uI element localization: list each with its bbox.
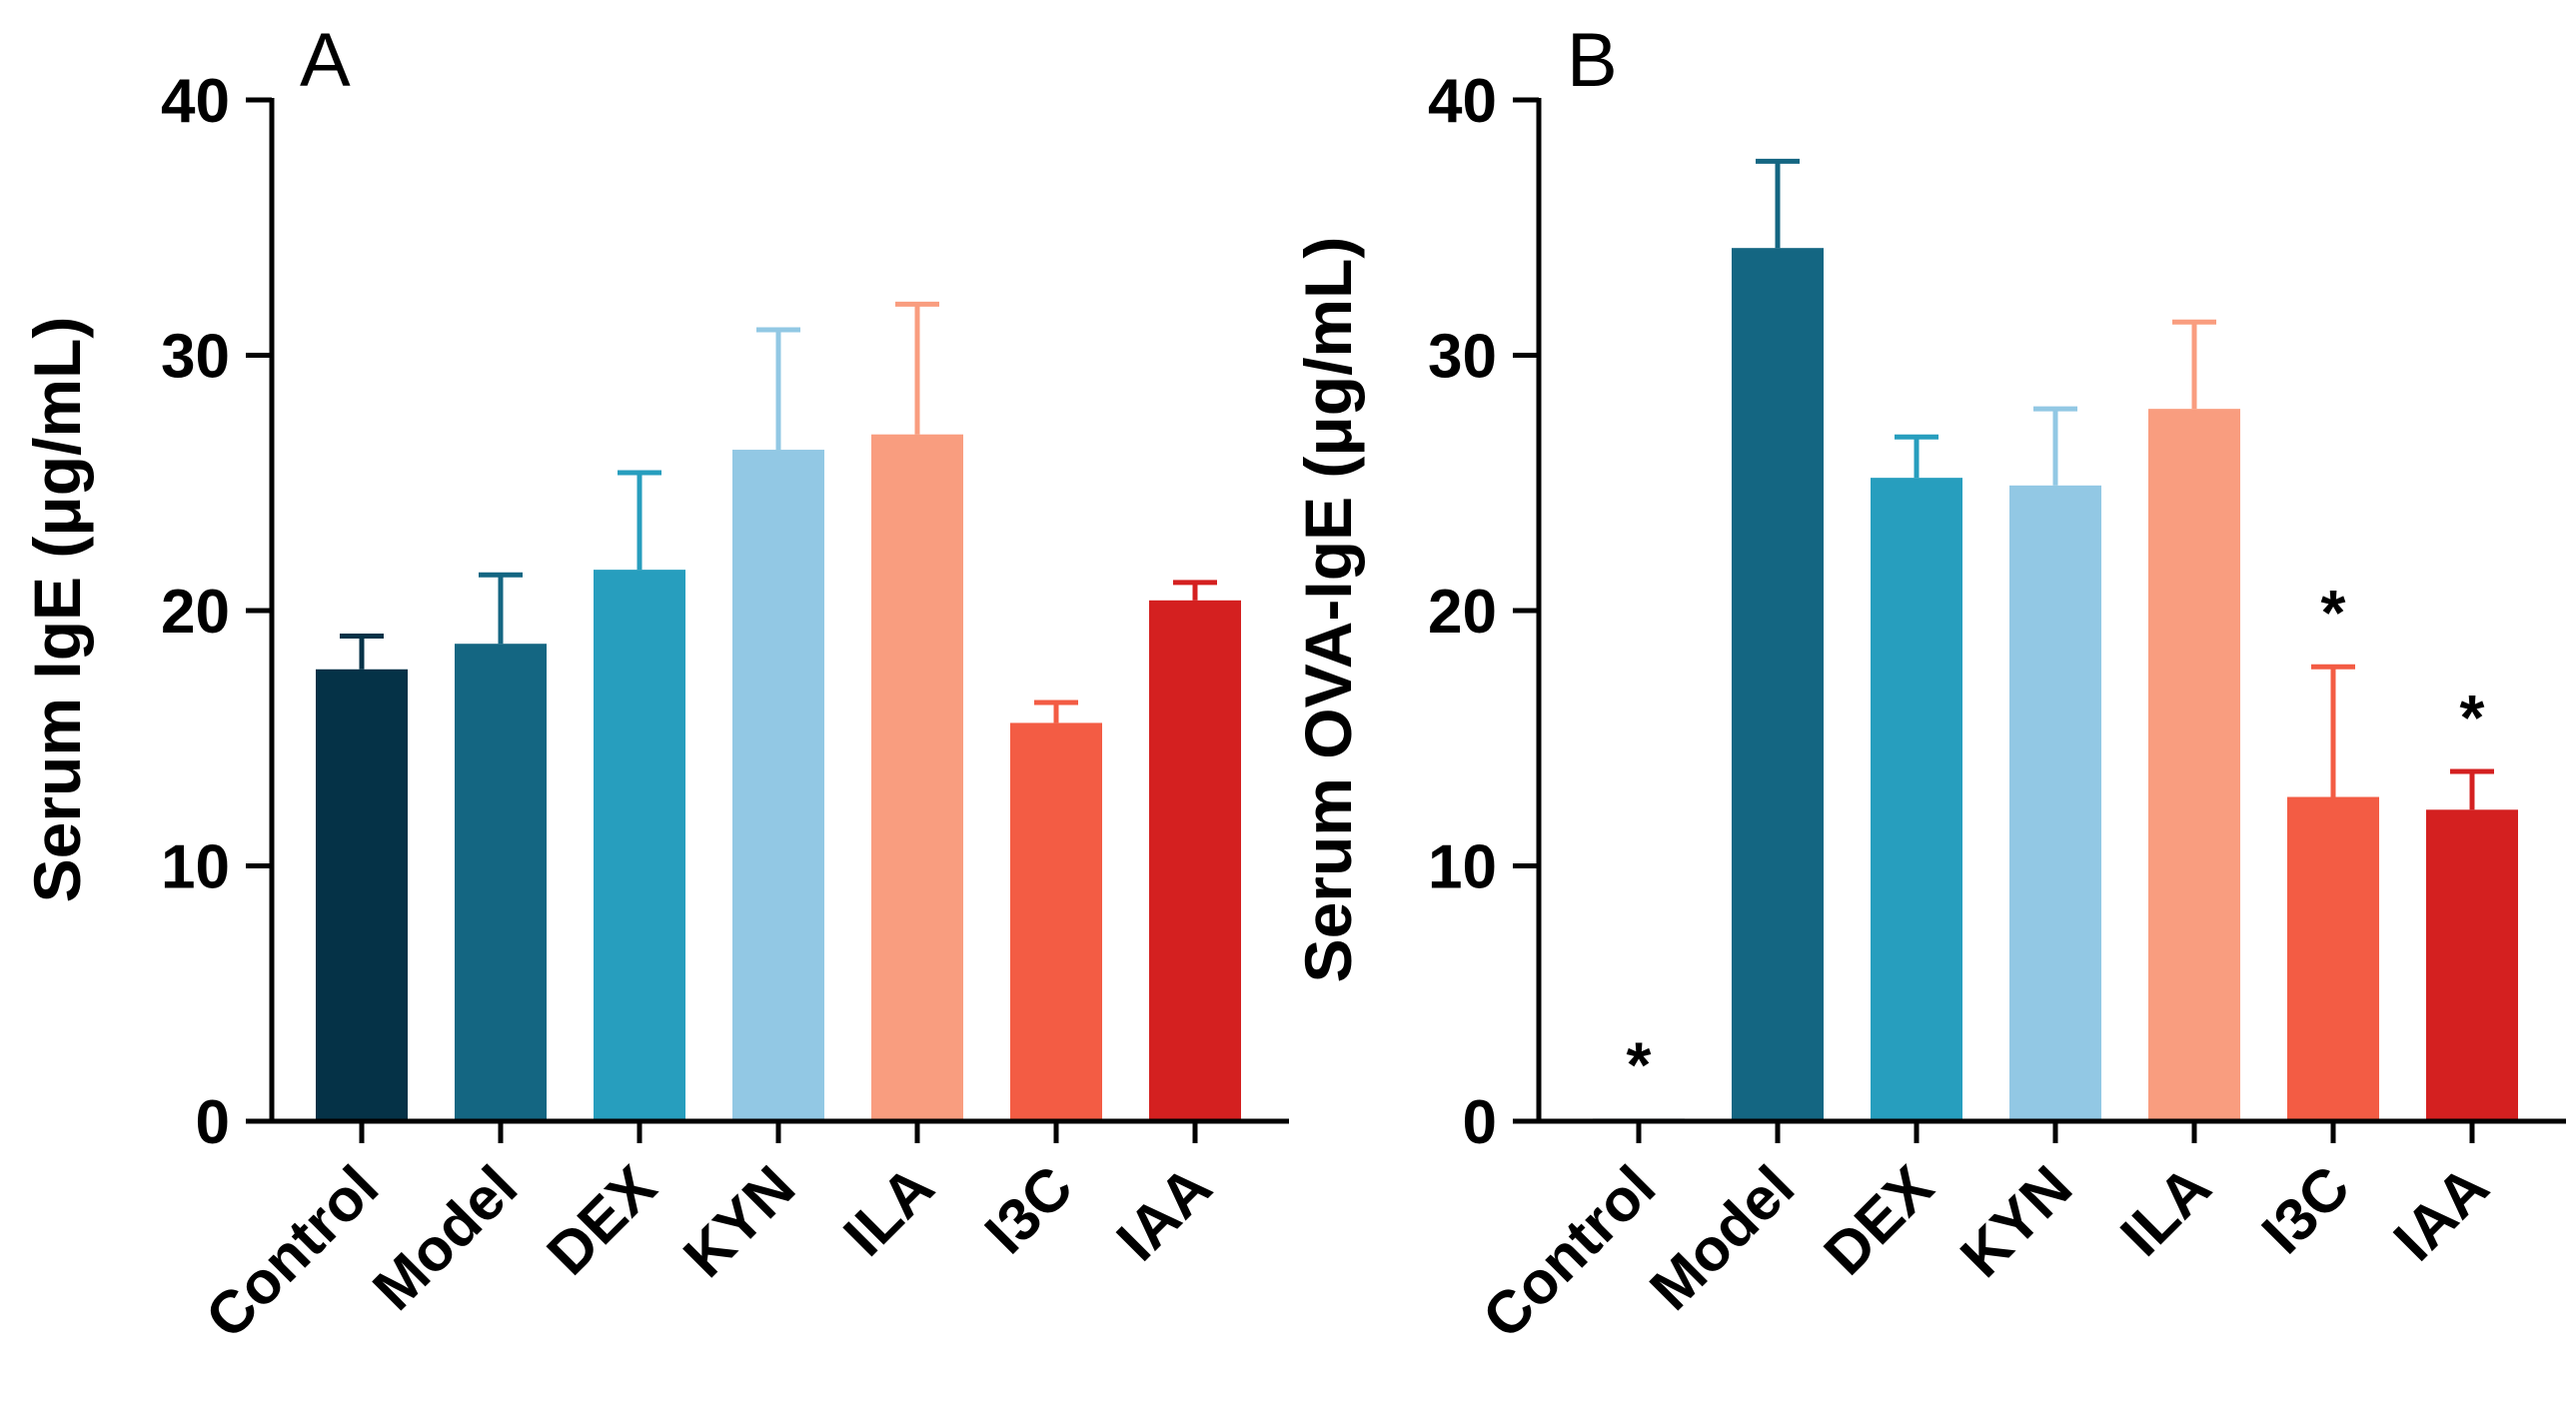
category-label-control: Control [193,1153,391,1351]
bar-ila [871,434,963,1122]
category-label-model: Model [360,1153,530,1323]
significance-marker: * [2460,682,2485,753]
y-axis-title: Serum OVA-IgE (μg/mL) [1291,237,1365,983]
y-tick-label: 10 [1428,833,1497,902]
bar-kyn [732,450,824,1121]
y-tick-label: 30 [1428,323,1497,392]
category-label-model: Model [1637,1153,1807,1323]
bar-kyn [2009,485,2101,1121]
bar-model [1732,248,1824,1121]
panel-letter: A [300,18,351,103]
y-tick-label: 40 [1428,67,1497,136]
category-label-ila: ILA [2107,1153,2223,1269]
significance-marker: * [1627,1028,1652,1100]
bar-dex [594,570,685,1121]
category-label-dex: DEX [1812,1153,1946,1288]
category-label-i3c: I3C [972,1153,1085,1266]
bar-model [455,644,547,1121]
category-label-control: Control [1470,1153,1668,1351]
y-tick-label: 10 [161,833,230,902]
bar-dex [1871,478,1962,1121]
category-label-iaa: IAA [2381,1153,2501,1273]
y-tick-label: 30 [161,323,230,392]
y-tick-label: 40 [161,67,230,136]
y-tick-label: 20 [1428,578,1497,647]
panel-letter: B [1567,18,1618,103]
category-label-ila: ILA [830,1153,946,1269]
y-tick-label: 0 [1463,1088,1497,1157]
bar-control [316,669,408,1121]
category-label-kyn: KYN [670,1153,807,1290]
bar-iaa [2426,809,2518,1121]
category-label-i3c: I3C [2249,1153,2362,1266]
bar-i3c [2287,796,2379,1121]
y-tick-label: 20 [161,578,230,647]
y-tick-label: 0 [196,1088,230,1157]
category-label-kyn: KYN [1947,1153,2084,1290]
bar-iaa [1149,600,1241,1121]
category-label-dex: DEX [535,1153,669,1288]
significance-marker: * [2321,577,2346,649]
category-label-iaa: IAA [1104,1153,1224,1273]
bar-i3c [1010,722,1102,1121]
y-axis-title: Serum IgE (μg/mL) [20,317,94,903]
bar-ila [2148,409,2240,1121]
